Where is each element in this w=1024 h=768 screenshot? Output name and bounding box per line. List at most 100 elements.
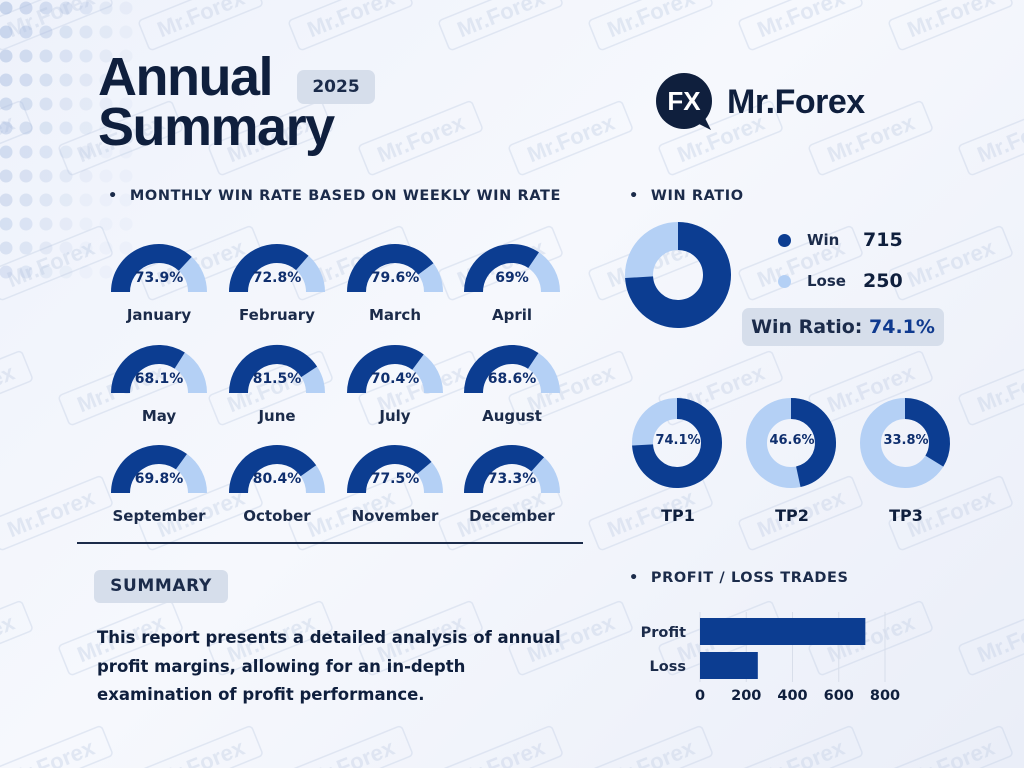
gauge-arc: [111, 244, 207, 293]
gauge-july: 70.4% July: [345, 341, 445, 425]
gauge-percent-label: 69.8%: [134, 471, 184, 487]
gauge-percent-label: 69%: [495, 270, 529, 286]
watermark-tile: Mr.Forex: [588, 0, 713, 51]
bar-profit: [700, 618, 866, 645]
gauge-remainder: [527, 252, 560, 293]
gauge-remainder: [417, 263, 443, 293]
legend-label-lose: Lose: [807, 272, 846, 290]
gauge-value: [347, 244, 434, 293]
win-ratio-badge: Win Ratio: 74.1%: [742, 308, 944, 346]
gauge-september: 69.8% September: [109, 441, 209, 525]
watermark-tile: Mr.Forex: [438, 0, 563, 51]
gauge-value: [464, 345, 539, 394]
section-divider: [77, 542, 583, 544]
gauge-month-label: April: [491, 306, 533, 324]
win-ratio-donut: [625, 222, 731, 328]
watermark-tile: Mr.Forex: [888, 225, 1013, 301]
gauge-percent-label: 68.6%: [487, 371, 537, 387]
tp-percent-label: 74.1%: [655, 433, 701, 448]
svg-text:Mr.Forex: Mr.Forex: [754, 0, 849, 42]
gauge-month-label: August: [482, 407, 542, 425]
win-ratio-value: 74.1%: [869, 316, 935, 338]
gauge-remainder: [300, 465, 325, 494]
svg-text:Mr.Forex: Mr.Forex: [304, 734, 399, 768]
svg-text:Mr.Forex: Mr.Forex: [154, 734, 249, 768]
gauge-arc: [347, 445, 443, 494]
svg-text:Mr.Forex: Mr.Forex: [904, 0, 999, 42]
watermark-tile: Mr.Forex: [958, 350, 1024, 426]
gauge-value: [464, 244, 539, 293]
svg-text:Mr.Forex: Mr.Forex: [454, 0, 549, 42]
svg-text:Mr.Forex: Mr.Forex: [4, 484, 99, 542]
tp-percent-label: 33.8%: [883, 433, 929, 448]
gauge-value: [111, 244, 192, 293]
svg-text:Mr.Forex: Mr.Forex: [304, 0, 399, 42]
gauge-value: [111, 445, 187, 494]
tp-donut-chart: [632, 398, 722, 488]
gauge-value: [229, 244, 309, 293]
svg-text:Mr.Forex: Mr.Forex: [904, 234, 999, 292]
year-badge: 2025: [297, 70, 375, 104]
watermark-tile: Mr.Forex: [888, 0, 1013, 51]
legend-lose: Lose 250: [778, 270, 903, 292]
svg-text:Mr.Forex: Mr.Forex: [604, 734, 699, 768]
svg-text:Mr.Forex: Mr.Forex: [4, 734, 99, 768]
svg-text:Mr.Forex: Mr.Forex: [974, 359, 1024, 417]
donut-value: [625, 222, 731, 328]
legend-swatch-lose: [778, 274, 791, 288]
watermark-tile: Mr.Forex: [888, 725, 1013, 768]
gauge-month-label: October: [243, 507, 311, 525]
svg-text:Mr.Forex: Mr.Forex: [0, 609, 19, 667]
svg-text:Mr.Forex: Mr.Forex: [454, 734, 549, 768]
gauge-arc: [229, 244, 325, 293]
gauge-arc: [347, 345, 443, 394]
gauge-arc: [111, 445, 207, 494]
gauge-arc: [464, 345, 560, 394]
gauge-value: [111, 345, 185, 394]
gauge-remainder: [527, 352, 560, 394]
gauge-november: 77.5% November: [345, 441, 445, 525]
gauge-remainder: [175, 453, 207, 494]
x-tick-label: 200: [731, 688, 761, 704]
donut-value: [904, 398, 950, 467]
gauge-month-label: June: [258, 407, 296, 425]
gauge-august: 68.6% August: [462, 341, 562, 425]
svg-text:Mr.Forex: Mr.Forex: [154, 0, 249, 42]
gauge-value: [347, 445, 432, 494]
gauge-arc: [111, 345, 207, 394]
watermark-tile: Mr.Forex: [0, 350, 33, 426]
summary-badge: SUMMARY: [94, 570, 228, 603]
watermark-tile: Mr.Forex: [738, 725, 863, 768]
donut-value: [790, 398, 836, 487]
gauge-month-label: September: [112, 507, 206, 525]
tp-donut-tp2: 46.6% TP2: [744, 396, 840, 526]
gauge-remainder: [174, 352, 207, 394]
watermark-tile: Mr.Forex: [738, 0, 863, 51]
gauge-arc: [464, 244, 560, 293]
fx-logo-icon: FX: [656, 73, 712, 130]
donut-value: [632, 398, 722, 488]
x-tick-label: 400: [777, 688, 807, 704]
title-line-1: Annual: [98, 47, 273, 107]
svg-text:Mr.Forex: Mr.Forex: [0, 359, 19, 417]
gauge-remainder: [530, 457, 560, 494]
watermark-tile: Mr.Forex: [0, 725, 113, 768]
svg-text:Mr.Forex: Mr.Forex: [374, 109, 469, 167]
svg-text:FX: FX: [667, 86, 701, 116]
gauge-october: 80.4% October: [227, 441, 327, 525]
title-line-2: Summary: [98, 97, 335, 157]
gauge-month-label: July: [379, 407, 411, 425]
bar-category-label: Profit: [641, 625, 686, 641]
gauge-remainder: [416, 461, 443, 494]
gauge-value: [464, 445, 545, 494]
watermark-tile: Mr.Forex: [508, 100, 633, 176]
gauge-month-label: March: [368, 306, 422, 324]
gauge-arc: [464, 445, 560, 494]
gauge-arc: [229, 345, 325, 394]
gauge-percent-label: 73.9%: [134, 270, 184, 286]
watermark-tile: Mr.Forex: [588, 725, 713, 768]
tp-label: TP3: [889, 506, 923, 525]
gauge-arc: [229, 445, 325, 494]
gauge-percent-label: 79.6%: [370, 270, 420, 286]
gauge-percent-label: 80.4%: [252, 471, 302, 487]
